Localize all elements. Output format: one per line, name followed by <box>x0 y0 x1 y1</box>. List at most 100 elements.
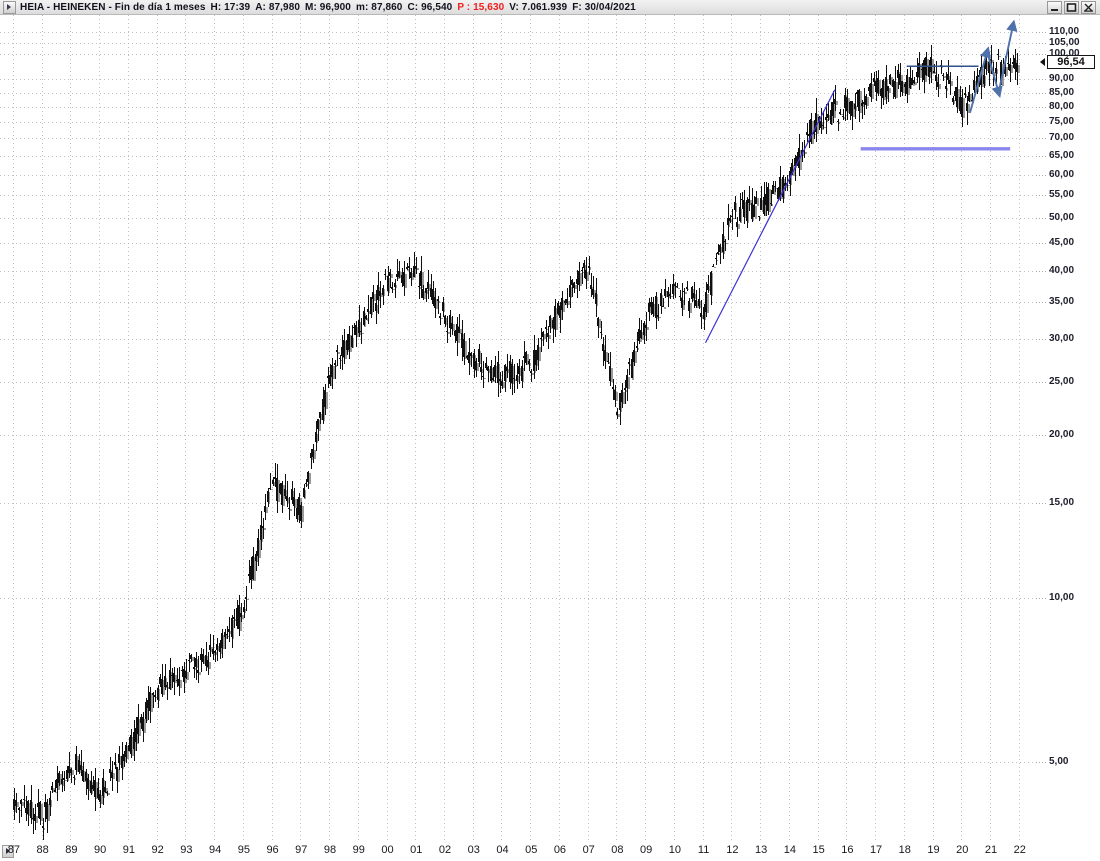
price-tick-label: 105,00 <box>1049 37 1080 48</box>
candle-body <box>259 524 262 541</box>
candle-body <box>364 315 367 320</box>
candle-wick <box>933 63 935 74</box>
candle-shadow <box>476 362 479 372</box>
candle-body <box>154 695 157 697</box>
candle-shadow <box>447 332 450 334</box>
candle-body <box>384 273 387 276</box>
candle-body <box>858 89 861 112</box>
candle-shadow <box>170 671 173 691</box>
candle-body <box>22 798 25 800</box>
gridline-vertical <box>13 15 14 840</box>
candle-shadow <box>687 288 690 291</box>
year-tick-label: 07 <box>582 844 595 856</box>
gridline-horizontal <box>0 271 1036 272</box>
candle-body <box>250 566 253 580</box>
candle-body <box>609 365 612 381</box>
candle-body <box>542 332 545 338</box>
candle-shadow <box>608 362 611 364</box>
candle-body <box>77 759 80 772</box>
candle-body <box>956 87 959 108</box>
candle-shadow <box>268 492 271 504</box>
candle-shadow <box>186 672 189 680</box>
candle-shadow <box>333 366 336 379</box>
candle-body <box>673 284 676 287</box>
price-axis[interactable]: 96,54 110,00 105,00 100,00 90,00 85,00 80,00 7… <box>1036 15 1100 840</box>
price-tick-dots <box>1036 54 1047 55</box>
candle-shadow <box>397 275 400 280</box>
candle-body <box>606 360 609 363</box>
candle-shadow <box>950 81 953 87</box>
candle-body <box>396 273 399 278</box>
candle-wick <box>658 304 660 321</box>
candle-shadow <box>596 294 599 306</box>
candle-body <box>647 302 650 312</box>
candle-body <box>39 802 42 819</box>
candle-wick <box>128 737 130 752</box>
candle-body <box>568 284 571 297</box>
candle-shadow <box>407 268 410 271</box>
candle-body <box>99 793 102 803</box>
candle-body <box>29 800 32 819</box>
year-tick-label: 12 <box>726 844 739 856</box>
candle-body <box>604 350 607 361</box>
candle-body <box>597 317 600 327</box>
candle-body <box>714 258 717 260</box>
candle-shadow <box>232 620 235 639</box>
maximize-button[interactable] <box>1064 0 1079 14</box>
candle-body <box>659 293 662 306</box>
candle-body <box>642 322 645 335</box>
candle-shadow <box>392 288 395 291</box>
candle-shadow <box>622 392 625 404</box>
candle-shadow <box>139 718 142 737</box>
candle-shadow <box>364 312 367 327</box>
candle-shadow <box>122 757 125 770</box>
candle-shadow <box>481 369 484 374</box>
candle-shadow <box>24 800 27 802</box>
candle-shadow <box>43 827 46 830</box>
candle-shadow <box>112 773 115 780</box>
gridline-vertical <box>703 15 704 840</box>
candle-body <box>434 297 437 308</box>
candle-body <box>324 389 327 407</box>
candle-body <box>870 82 873 98</box>
axis-scroll-arrow-icon[interactable] <box>2 845 14 858</box>
candle-shadow <box>584 264 587 270</box>
price-tick-dots <box>1036 598 1047 599</box>
candle-shadow <box>158 689 161 702</box>
candle-shadow <box>294 498 297 508</box>
price-tick-label: 80,00 <box>1049 101 1075 112</box>
candle-shadow <box>371 298 374 316</box>
close-button[interactable] <box>1081 0 1096 14</box>
candle-shadow <box>835 100 838 106</box>
minimize-button[interactable] <box>1047 0 1062 14</box>
candle-body <box>937 82 940 87</box>
time-axis[interactable]: 87 88 89 90 91 92 93 94 95 96 97 98 99 00 01 02 03 04 05 06… <box>0 840 1100 861</box>
candle-wick <box>629 357 631 375</box>
year-tick-label: 87 <box>7 844 21 856</box>
candle-body <box>317 418 320 429</box>
candle-shadow <box>943 76 946 79</box>
candle-shadow <box>505 366 508 383</box>
candle-shadow <box>838 122 841 124</box>
candle-body <box>846 96 849 112</box>
candle-body <box>683 290 686 292</box>
candle-body <box>628 362 631 365</box>
candle-wick <box>636 332 638 352</box>
chart-plot-area[interactable] <box>0 15 1036 840</box>
candle-body <box>233 617 236 620</box>
candle-wick <box>545 320 547 342</box>
candle-body <box>415 266 418 269</box>
candle-body <box>554 306 557 329</box>
candle-body <box>721 234 724 253</box>
candle-shadow <box>151 693 154 713</box>
candle-wick <box>964 86 966 98</box>
price-tick-label: 85,00 <box>1049 87 1075 98</box>
candle-body <box>89 780 92 793</box>
candle-wick <box>593 275 595 300</box>
candle-wick <box>880 87 882 109</box>
candle-body <box>293 497 296 506</box>
candle-wick <box>248 560 250 584</box>
candle-body <box>810 119 813 143</box>
candle-body <box>412 265 415 277</box>
candle-body <box>733 201 736 211</box>
